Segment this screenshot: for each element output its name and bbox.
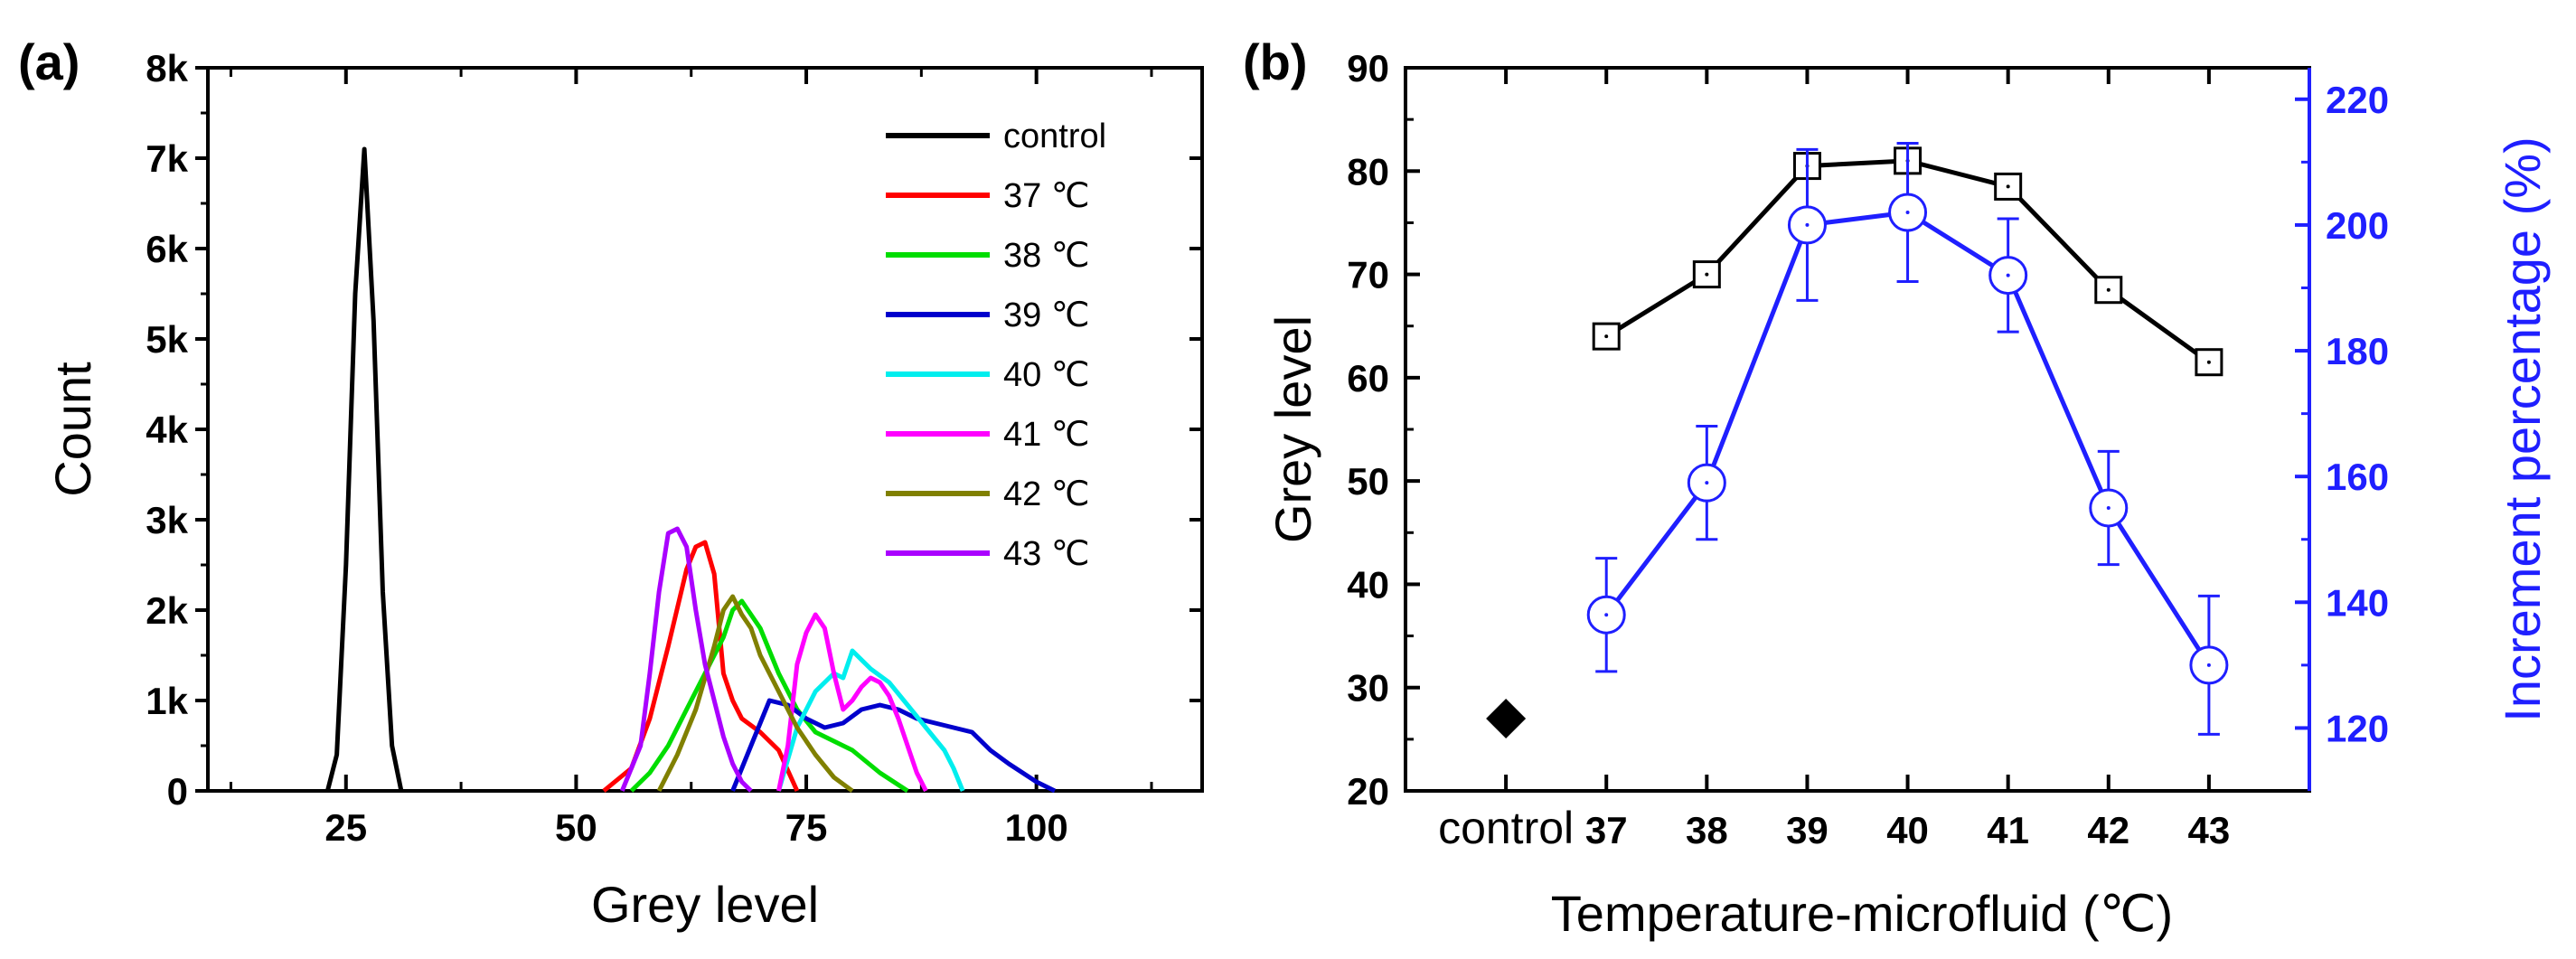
panel-b-plot-frame <box>1404 66 2311 793</box>
series-line-43 <box>619 526 753 793</box>
panel-a-y-axis: 0 1k 2k 3k 4k 5k 6k 7k 8k <box>146 47 1202 813</box>
panel-a-y-tick-label: 1k <box>146 680 188 722</box>
panel-b: (b) control 37 38 39 40 41 42 43 20 30 40 50 60 70 80… <box>1243 33 2551 942</box>
panel-a-y-tick-label: 8k <box>146 47 188 89</box>
legend-label: 41 ℃ <box>1003 416 1090 454</box>
panel-b-right-y-tick-label: 120 <box>2326 707 2389 749</box>
panel-b-right-y-tick-label: 200 <box>2326 204 2389 247</box>
panel-a-y-tick-label: 0 <box>167 770 188 813</box>
panel-b-y-axis: 20 30 40 50 60 70 80 90 <box>1347 47 1420 813</box>
series-line-control <box>324 146 404 792</box>
legend-label: 42 ℃ <box>1003 475 1090 513</box>
panel-b-y-axis-title: Grey level <box>1264 315 1321 543</box>
panel-b-x-axis-title: Temperature-microfluid (℃) <box>1551 885 2173 942</box>
panel-b-y-tick-label: 40 <box>1347 563 1389 606</box>
panel-a-x-tick-label: 100 <box>1005 806 1068 849</box>
panel-a-x-axis-title: Grey level <box>591 876 819 933</box>
legend-label: 39 ℃ <box>1003 296 1090 334</box>
increment-marker-dot <box>1805 222 1810 227</box>
series-line-42 <box>656 594 854 794</box>
panel-b-x-tick-label: 38 <box>1686 809 1728 851</box>
panel-a-y-tick-label: 2k <box>146 589 188 632</box>
panel-b-y-tick-label: 90 <box>1347 47 1389 89</box>
panel-b-y-tick-label: 80 <box>1347 150 1389 193</box>
legend-label: 37 ℃ <box>1003 177 1090 215</box>
panel-a-y-tick-label: 4k <box>146 409 188 451</box>
grey-level-marker-dot <box>1604 334 1609 339</box>
panel-a-x-tick-label: 25 <box>324 806 367 849</box>
panel-b-label: (b) <box>1243 33 1308 90</box>
panel-b-y-tick-label: 30 <box>1347 667 1389 710</box>
panel-b-x-tick-label: 42 <box>2087 809 2129 851</box>
panel-a-y-tick-label: 7k <box>146 137 188 180</box>
legend-label: control <box>1003 118 1106 155</box>
panel-a-y-tick-label: 3k <box>146 499 188 541</box>
panel-a: (a) 25 50 75 100 0 1k 2k 3k 4k 5k 6k 7k 8k control 3… <box>18 33 1204 933</box>
legend-label: 38 ℃ <box>1003 237 1090 275</box>
panel-a-legend: control 37 ℃ 38 ℃ 39 ℃ 40 ℃ 41 ℃ 42 ℃ 43 ℃ <box>886 118 1106 573</box>
legend-label: 40 ℃ <box>1003 356 1090 394</box>
increment-marker-dot <box>1604 613 1609 617</box>
increment-marker-dot <box>1705 481 1709 485</box>
panel-b-right-y-axis-title: Increment percentage (%) <box>2494 136 2551 721</box>
panel-b-x-tick-label: 41 <box>1987 809 2029 851</box>
panel-b-x-tick-label: control <box>1438 803 1574 853</box>
panel-b-right-y-tick-label: 160 <box>2326 456 2389 498</box>
panel-b-y-tick-label: 50 <box>1347 460 1389 503</box>
grey-level-marker-dot <box>2006 184 2010 189</box>
panel-a-x-tick-label: 75 <box>785 806 828 849</box>
increment-marker-dot <box>2106 505 2111 510</box>
panel-b-y-tick-label: 70 <box>1347 254 1389 296</box>
series-line-40 <box>776 648 965 792</box>
series-line-41 <box>776 612 928 793</box>
panel-a-y-tick-label: 5k <box>146 318 188 361</box>
grey-level-marker-dot <box>2206 360 2211 364</box>
panel-b-right-y-axis: 120 140 160 180 200 220 <box>2295 79 2389 749</box>
series-line-38 <box>629 598 909 794</box>
panel-a-label: (a) <box>18 33 80 90</box>
panel-b-right-y-tick-label: 220 <box>2326 79 2389 121</box>
increment-marker-dot <box>1905 211 1910 214</box>
panel-b-y-tick-label: 60 <box>1347 357 1389 400</box>
panel-b-x-axis: control 37 38 39 40 41 42 43 <box>1438 68 2230 853</box>
increment-marker-dot <box>2206 663 2211 667</box>
panel-b-x-tick-label: 39 <box>1786 809 1829 851</box>
control-marker <box>1486 699 1527 738</box>
panel-b-x-tick-label: 43 <box>2188 809 2231 851</box>
panel-b-x-tick-label: 37 <box>1585 809 1628 851</box>
panel-b-right-y-tick-label: 180 <box>2326 330 2389 372</box>
legend-label: 43 ℃ <box>1003 535 1090 573</box>
panel-b-right-y-tick-label: 140 <box>2326 581 2389 624</box>
panel-a-y-axis-title: Count <box>44 362 101 497</box>
panel-b-series <box>1486 141 2229 738</box>
panel-b-x-tick-label: 40 <box>1886 809 1929 851</box>
grey-level-marker-dot <box>2106 287 2111 292</box>
panel-a-y-tick-label: 6k <box>146 228 188 270</box>
panel-a-series <box>324 146 1057 794</box>
increment-marker-dot <box>2006 273 2010 277</box>
panel-b-y-tick-label: 20 <box>1347 770 1389 813</box>
grey-level-marker-dot <box>1705 272 1709 277</box>
panel-a-x-tick-label: 50 <box>555 806 597 849</box>
